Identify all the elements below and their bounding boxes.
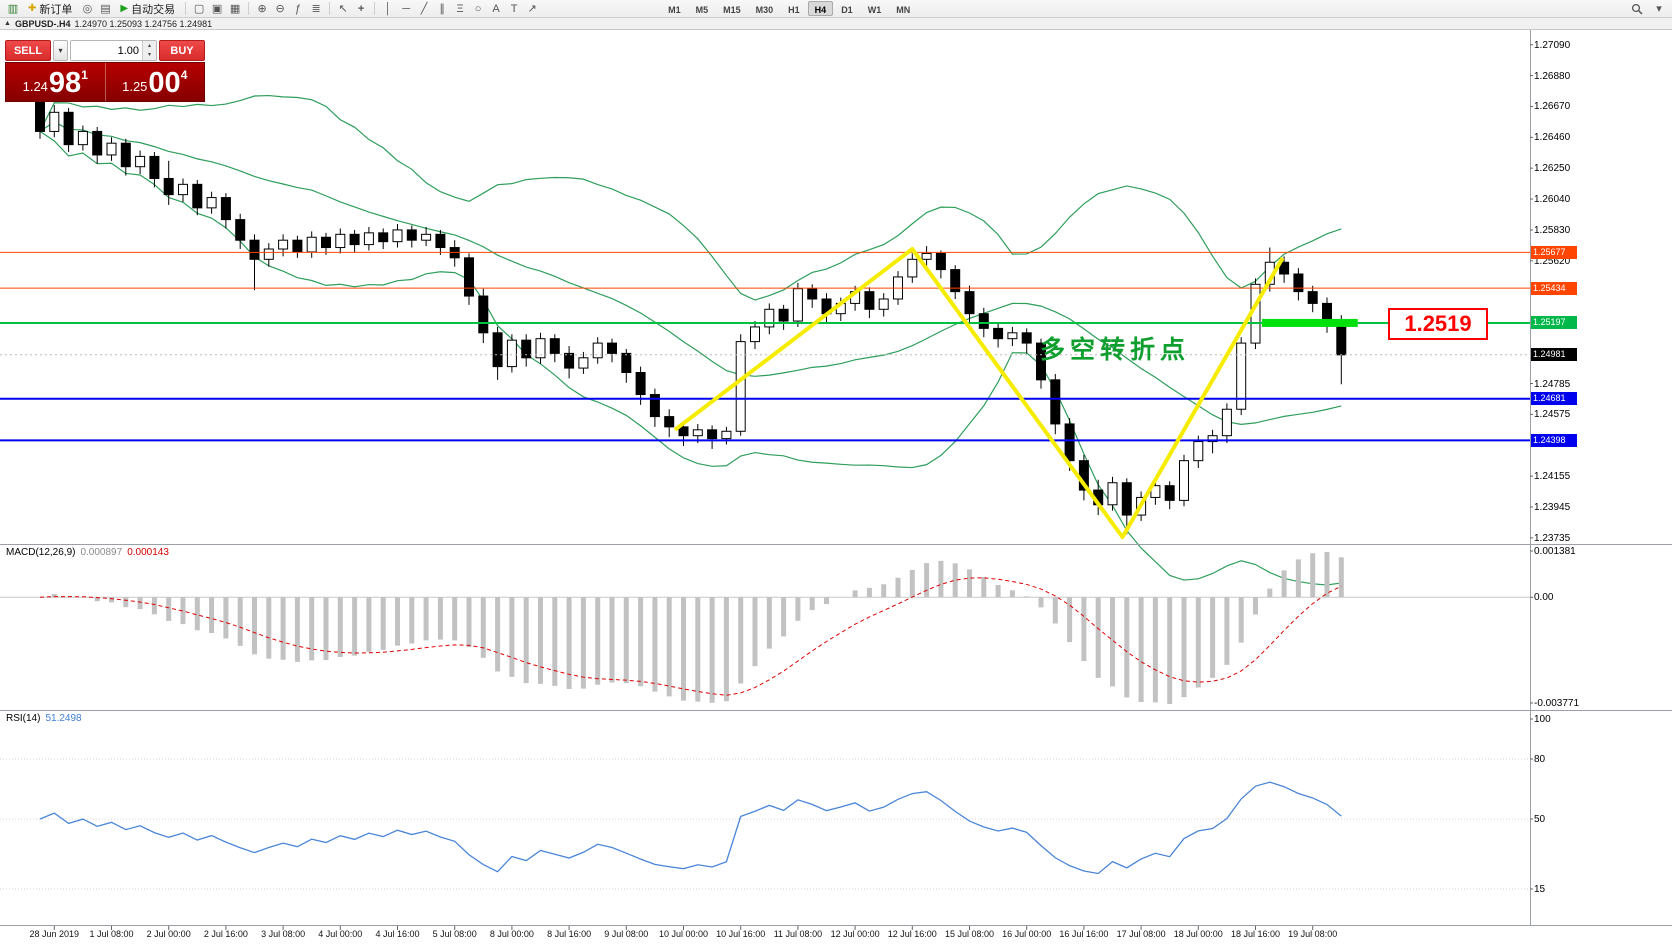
ask-price-small: 1.25 [122, 79, 148, 94]
market-watch-icon[interactable]: ▤ [100, 3, 111, 15]
crosshair-icon[interactable]: + [357, 2, 365, 15]
timeframe-button-m5[interactable]: M5 [689, 1, 716, 16]
timeframe-button-m15[interactable]: M15 [716, 1, 748, 16]
compass-icon[interactable]: ◎ [82, 3, 93, 15]
trade-controls-row: SELL ▾ ▴ ▾ BUY [5, 40, 205, 61]
text-icon[interactable]: A [492, 2, 500, 15]
chart-ohlc-values: 1.24970 1.25093 1.24756 1.24981 [74, 18, 213, 29]
timeframe-button-d1[interactable]: D1 [834, 1, 860, 16]
timeframe-button-w1[interactable]: W1 [861, 1, 889, 16]
objects-list-icon[interactable]: ≣ [311, 3, 321, 15]
arrow-icon[interactable]: ↗ [527, 3, 537, 15]
macd-name: MACD(12,26,9) [6, 547, 76, 558]
volume-box: ▴ ▾ [70, 40, 157, 61]
rsi-value: 51.2498 [45, 713, 82, 724]
buy-button[interactable]: BUY [159, 40, 205, 61]
bid-ask-display: 1.24 98 1 1.25 00 4 [5, 62, 205, 102]
zoom-out-icon[interactable]: ⊖ [275, 3, 285, 15]
new-order-icon: ✚ [28, 3, 37, 14]
macd-signal-line [39, 577, 1342, 696]
zoom-in-icon[interactable]: ⊕ [257, 3, 267, 15]
ellipse-icon[interactable]: ○ [474, 2, 482, 15]
timeframe-button-m1[interactable]: M1 [661, 1, 688, 16]
candles-layer [35, 96, 1347, 535]
timeframe-group: M1 M5 M15 M30 H1 H4 D1 W1 MN [661, 1, 917, 16]
panel-separators [0, 30, 1672, 930]
volume-spinners: ▴ ▾ [142, 41, 156, 60]
toolbar: ▥ ✚ 新订单 ◎ ▤ ▶ 自动交易 ▢ ▣ ▦ ⊕ ⊖ ƒ ≣ ↖ + │ ─… [0, 0, 1672, 18]
zigzag-trendline [673, 247, 1285, 540]
timeframe-button-h1[interactable]: H1 [781, 1, 807, 16]
vertical-line-icon[interactable]: │ [384, 2, 392, 15]
new-order-label: 新订单 [39, 3, 73, 16]
divider [104, 63, 106, 101]
support-zone-highlight [1261, 318, 1358, 327]
bid-price-display[interactable]: 1.24 98 1 [6, 63, 105, 101]
ask-price-display[interactable]: 1.25 00 4 [106, 63, 205, 101]
chevron-down-icon: ▾ [58, 46, 63, 55]
separator [248, 2, 250, 15]
separator [329, 2, 331, 15]
turning-point-annotation[interactable]: 多空转折点 [1040, 336, 1191, 364]
channel-icon[interactable]: ∥ [439, 3, 445, 15]
bid-price-small: 1.24 [22, 79, 48, 94]
bid-price-pipette: 1 [81, 68, 88, 82]
sell-button[interactable]: SELL [5, 40, 51, 61]
separator [374, 2, 376, 15]
indicators-icon[interactable]: ƒ [295, 2, 302, 15]
trade-options-dropdown[interactable]: ▾ [53, 40, 68, 61]
volume-input[interactable] [71, 41, 142, 60]
new-chart-icon[interactable]: ▥ [7, 3, 19, 15]
timeframe-button-h4[interactable]: H4 [807, 1, 834, 16]
autotrading-button[interactable]: ▶ 自动交易 [114, 1, 181, 16]
cascade-windows-icon[interactable]: ▣ [211, 3, 223, 15]
window-marker-icon: ▲ [4, 20, 11, 27]
fibonacci-icon[interactable]: Ξ [456, 2, 464, 15]
ask-price-big: 00 [148, 66, 181, 99]
autotrading-label: 自动交易 [131, 3, 176, 16]
tile-grid-icon[interactable]: ▦ [229, 3, 241, 15]
chart-tab-bar: ▲ GBPUSD-.H4 1.24970 1.25093 1.24756 1.2… [0, 18, 1672, 30]
play-icon: ▶ [120, 3, 129, 14]
timeframe-button-mn[interactable]: MN [889, 1, 917, 16]
text-label-icon[interactable]: T [510, 2, 518, 15]
chart-title[interactable]: GBPUSD-.H4 [14, 18, 71, 29]
bid-price-big: 98 [48, 66, 82, 99]
tile-windows-icon[interactable]: ▢ [193, 3, 205, 15]
horizontal-line-icon[interactable]: ─ [402, 2, 410, 15]
rsi-line [39, 781, 1342, 875]
volume-up-button[interactable]: ▴ [143, 41, 156, 51]
chevron-down-icon[interactable]: ▾ [1656, 3, 1662, 15]
bb-middle-band [39, 121, 1342, 425]
cursor-icon[interactable]: ↖ [338, 3, 348, 15]
bb-upper-band [39, 94, 1342, 301]
ask-price-pipette: 4 [180, 68, 188, 82]
timeframe-button-m30[interactable]: M30 [749, 1, 781, 16]
new-order-button[interactable]: ✚ 新订单 [22, 1, 78, 16]
macd-main-value: 0.000897 [80, 547, 123, 558]
price-callout-box[interactable]: 1.2519 [1388, 308, 1488, 340]
macd-histogram [51, 552, 1344, 704]
separator [185, 2, 187, 15]
trendline-icon[interactable]: ╱ [420, 3, 428, 15]
rsi-name: RSI(14) [6, 713, 41, 724]
macd-caption: MACD(12,26,9) 0.000897 0.000143 [6, 547, 169, 558]
volume-down-button[interactable]: ▾ [143, 50, 156, 60]
search-icon[interactable] [1628, 1, 1646, 16]
macd-signal-value: 0.000143 [127, 547, 169, 558]
rsi-caption: RSI(14) 51.2498 [6, 713, 82, 724]
